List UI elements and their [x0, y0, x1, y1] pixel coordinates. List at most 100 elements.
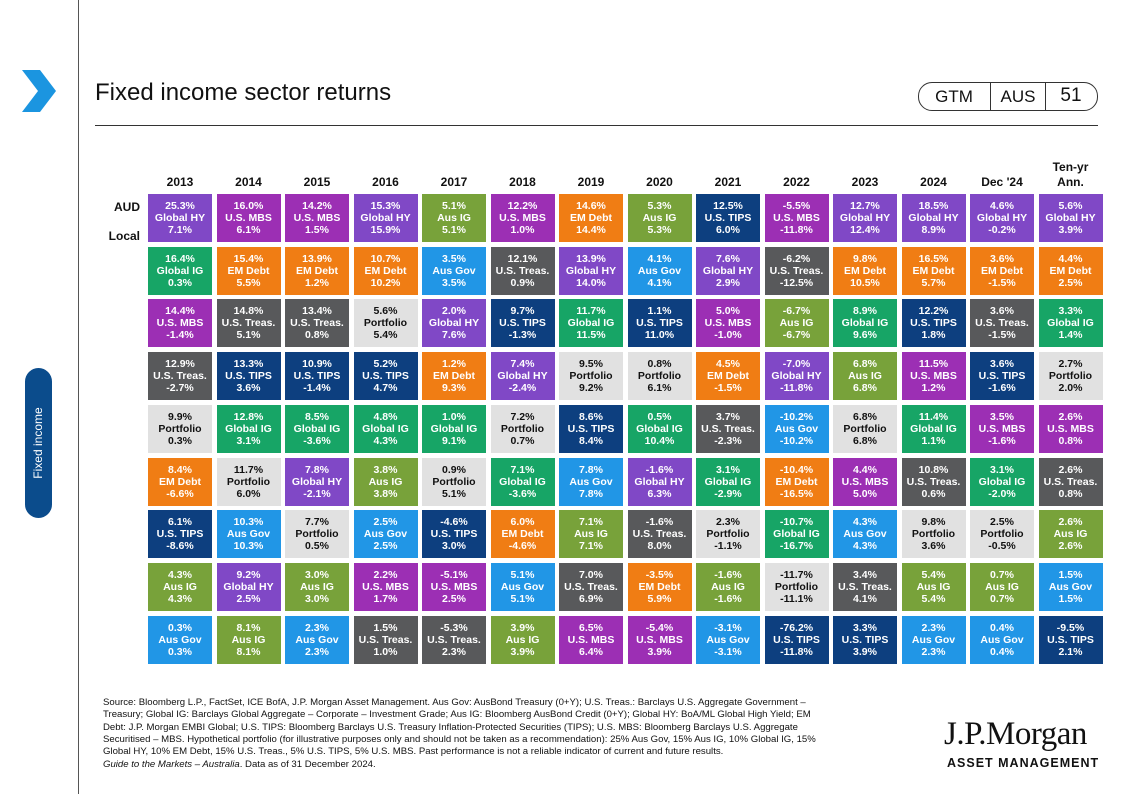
- local-return: 5.1%: [510, 592, 535, 605]
- local-return: 3.9%: [510, 645, 535, 658]
- local-return: 3.6%: [921, 540, 946, 553]
- aud-return: -11.7%: [780, 568, 813, 581]
- sector-cell: 4.1% Aus Gov 4.1%: [627, 246, 692, 295]
- sector-cell: 13.9% Global HY 14.0%: [559, 246, 623, 295]
- sector-name: EM Debt: [296, 264, 338, 277]
- sector-cell: 9.5% Portfolio 9.2%: [559, 352, 623, 401]
- aud-return: 10.3%: [233, 516, 264, 529]
- local-return: 3.9%: [647, 645, 672, 658]
- sector-cell: 1.1% U.S. TIPS 11.0%: [627, 299, 692, 348]
- sector-cell: 5.1% Aus Gov 5.1%: [490, 562, 555, 611]
- sector-name: Global IG: [704, 475, 752, 488]
- aud-return: -3.5%: [645, 568, 674, 581]
- sector-cell: 10.3% Aus Gov 10.3%: [216, 510, 281, 559]
- aud-return: 4.1%: [647, 252, 672, 265]
- sector-name: U.S. Treas.: [153, 370, 207, 383]
- local-return: 5.3%: [647, 224, 672, 236]
- local-return: 5.1%: [442, 224, 466, 236]
- aud-return: 5.0%: [716, 305, 740, 318]
- local-return: 3.6%: [236, 382, 261, 395]
- sector-cell: -1.6% U.S. Treas. 8.0%: [627, 510, 692, 559]
- local-return: 0.3%: [168, 434, 192, 447]
- sector-name: Portfolio: [500, 422, 545, 435]
- sector-cell: 3.5% Aus Gov 3.5%: [422, 246, 486, 295]
- local-return: 0.3%: [168, 276, 192, 289]
- aud-return: -1.6%: [645, 516, 674, 529]
- local-return: 15.9%: [370, 224, 401, 236]
- sector-cell: 4.4% EM Debt 2.5%: [1038, 246, 1103, 295]
- aud-return: 7.8%: [579, 463, 603, 476]
- sector-cell: 5.1% Aus IG 5.1%: [422, 194, 486, 242]
- badge-text: GTM: [935, 87, 973, 106]
- aud-return: 2.7%: [1058, 358, 1083, 371]
- local-return: 3.0%: [442, 540, 466, 553]
- aud-return: 13.9%: [302, 252, 332, 265]
- sector-name: U.S. MBS: [978, 422, 1026, 435]
- aud-return: 7.0%: [579, 568, 603, 581]
- sector-cell: 3.6% EM Debt -1.5%: [970, 246, 1034, 295]
- local-return: 6.0%: [716, 224, 740, 236]
- aud-return: 12.7%: [850, 200, 880, 212]
- aud-return: 4.3%: [853, 516, 877, 529]
- aud-return: 2.6%: [1058, 410, 1083, 423]
- sector-name: Aus IG: [368, 475, 403, 488]
- local-return: 1.8%: [921, 329, 946, 342]
- sector-cell: 7.1% Global IG -3.6%: [490, 457, 555, 506]
- local-return: 5.4%: [373, 329, 398, 342]
- aud-return: -5.3%: [440, 621, 468, 634]
- local-return: 2.5%: [1058, 276, 1083, 289]
- local-return: 6.8%: [853, 434, 877, 447]
- local-return: 1.5%: [1058, 592, 1083, 605]
- aud-return: 7.1%: [579, 516, 603, 529]
- local-return: 2.5%: [373, 540, 398, 553]
- sector-name: Global IG: [636, 422, 683, 435]
- sector-name: Global HY: [223, 580, 274, 593]
- aud-return: 4.5%: [716, 358, 740, 371]
- local-return: 1.7%: [373, 592, 398, 605]
- local-return: 8.9%: [921, 224, 946, 236]
- sector-name: Portfolio: [980, 528, 1024, 541]
- sector-name: U.S. TIPS: [1047, 633, 1094, 646]
- sector-cell: 7.8% Aus Gov 7.8%: [559, 457, 623, 506]
- local-return: -3.1%: [714, 645, 742, 658]
- sector-name: Portfolio: [637, 370, 682, 383]
- local-return: -1.4%: [166, 329, 194, 342]
- sector-name: U.S. TIPS: [978, 370, 1026, 383]
- local-return: -2.7%: [166, 382, 194, 395]
- sector-name: U.S. TIPS: [499, 317, 546, 330]
- aud-return: 2.6%: [1058, 463, 1083, 476]
- sector-name: Portfolio: [1048, 370, 1093, 383]
- sector-name: Global HY: [771, 370, 822, 383]
- aud-return: 2.3%: [716, 516, 740, 529]
- sector-cell: 8.4% EM Debt -6.6%: [148, 457, 212, 506]
- sector-cell: 11.7% Portfolio 6.0%: [216, 457, 281, 506]
- sector-name: Global IG: [841, 317, 889, 330]
- sector-name: EM Debt: [844, 264, 886, 277]
- footnote-line: Securitised – MBS. Hypothetical portfoli…: [103, 733, 816, 745]
- sector-cell: 0.9% Portfolio 5.1%: [422, 457, 486, 506]
- aud-return: 2.5%: [990, 516, 1014, 529]
- aud-return: 3.3%: [1058, 305, 1083, 318]
- aud-return: 12.9%: [165, 358, 195, 371]
- aud-return: 13.4%: [302, 305, 332, 318]
- aud-return: 3.4%: [853, 568, 877, 581]
- sector-cell: 7.8% Global HY -2.1%: [285, 457, 349, 506]
- footnote-line: Debt: J.P. Morgan EMBI Global; U.S. TIPS…: [103, 721, 798, 733]
- sector-name: U.S. TIPS: [567, 422, 615, 435]
- sector-name: U.S. TIPS: [156, 528, 204, 541]
- sector-name: EM Debt: [775, 475, 818, 488]
- sector-name: U.S. Treas.: [838, 580, 892, 593]
- sector-name: U.S. TIPS: [773, 633, 820, 646]
- sector-cell: 4.8% Global IG 4.3%: [353, 404, 418, 453]
- sector-name: U.S. MBS: [362, 580, 409, 593]
- aud-return: 12.2%: [918, 305, 949, 318]
- aud-return: 1.0%: [442, 410, 466, 423]
- sector-cell: -1.6% Global HY 6.3%: [627, 457, 692, 506]
- row-label: AUD: [114, 200, 140, 214]
- sector-name: Aus IG: [231, 633, 266, 646]
- local-return: 9.3%: [442, 382, 466, 395]
- local-return: 6.0%: [236, 487, 261, 500]
- aud-return: 6.1%: [168, 516, 192, 529]
- sector-name: U.S. MBS: [773, 212, 820, 224]
- sector-name: Aus IG: [848, 370, 882, 383]
